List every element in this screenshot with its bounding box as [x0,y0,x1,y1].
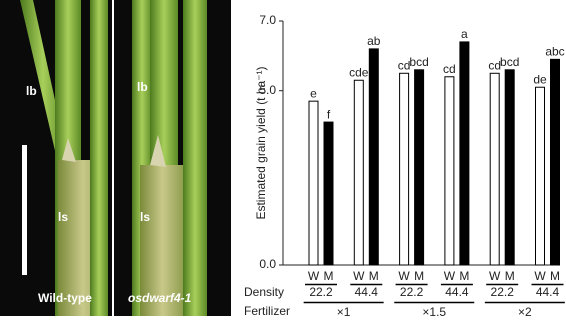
bar [353,79,364,266]
photo-label: lb [137,80,148,94]
significance-label: f [327,107,331,121]
x-tick-label: W [489,269,501,283]
density-label: 22.2 [491,285,515,299]
significance-label: ab [367,34,381,48]
significance-label: bcd [409,55,428,69]
ligule [150,135,166,167]
row-label: Fertilizer [244,304,290,318]
row-label: Density [244,285,284,299]
significance-label: abc [545,45,564,59]
density-label: 22.2 [400,285,424,299]
scale-bar [22,145,27,275]
photo-label: ls [58,210,68,224]
bar [444,76,455,266]
bar [535,86,545,266]
ligule [62,138,76,162]
x-tick-label: W [308,269,320,283]
bar [414,69,425,266]
significance-label: cd [398,58,411,72]
bar [399,72,410,266]
x-tick-label: M [369,269,379,283]
significance-label: bcd [500,55,519,69]
leaf-blade [20,0,66,155]
panel-divider [112,0,114,316]
leaf-sheath [140,165,185,316]
fertilizer-label: ×1.5 [422,305,446,319]
density-label: 44.4 [536,285,560,299]
y-tick-label: 0.0 [259,257,276,271]
photo-label: lb [26,84,37,98]
significance-label: de [533,72,547,86]
significance-label: cd [443,62,456,76]
x-tick-label: M [324,269,334,283]
stem [90,0,108,316]
significance-label: cd [488,58,501,72]
bar [323,121,334,266]
photo-caption: Wild-type [38,291,92,305]
photo: lb lb ls ls Wild-type osdwarf4-1 [0,0,231,316]
stem [183,0,207,316]
significance-label: cde [349,65,369,79]
x-tick-label: M [550,269,560,283]
density-label: 22.2 [309,285,333,299]
bar [504,69,515,266]
bar [459,41,470,266]
x-tick-label: M [505,269,515,283]
x-tick-label: M [414,269,424,283]
significance-label: a [461,27,468,41]
x-tick-label: W [353,269,365,283]
x-tick-label: W [398,269,410,283]
bar [489,72,500,266]
bar [368,48,379,266]
x-tick-label: M [459,269,469,283]
x-tick-label: W [444,269,456,283]
y-tick-label: 5.0 [259,83,276,97]
significance-label: e [310,86,317,100]
density-label: 44.4 [355,285,379,299]
bar [308,100,319,266]
bar [550,58,560,266]
x-tick-label: W [534,269,546,283]
y-tick-label: 7.0 [259,13,276,27]
fertilizer-label: ×1 [337,305,351,319]
density-label: 44.4 [445,285,469,299]
photo-label: ls [140,210,150,224]
photo-caption: osdwarf4-1 [128,291,192,305]
fertilizer-label: ×2 [518,305,532,319]
y-axis-title: Estimated grain yield (t ha⁻¹) [254,66,268,219]
